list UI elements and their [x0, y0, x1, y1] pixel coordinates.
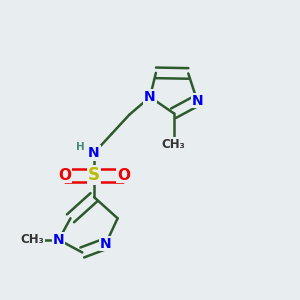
Text: N: N — [144, 90, 156, 104]
Text: CH₃: CH₃ — [162, 138, 185, 151]
Text: S: S — [88, 166, 100, 184]
Text: N: N — [88, 146, 100, 160]
Text: N: N — [191, 94, 203, 107]
Text: O: O — [117, 167, 130, 182]
Text: CH₃: CH₃ — [20, 233, 44, 246]
Text: N: N — [100, 237, 112, 250]
Text: N: N — [53, 233, 64, 247]
Text: H: H — [76, 142, 84, 152]
Text: O: O — [58, 167, 71, 182]
